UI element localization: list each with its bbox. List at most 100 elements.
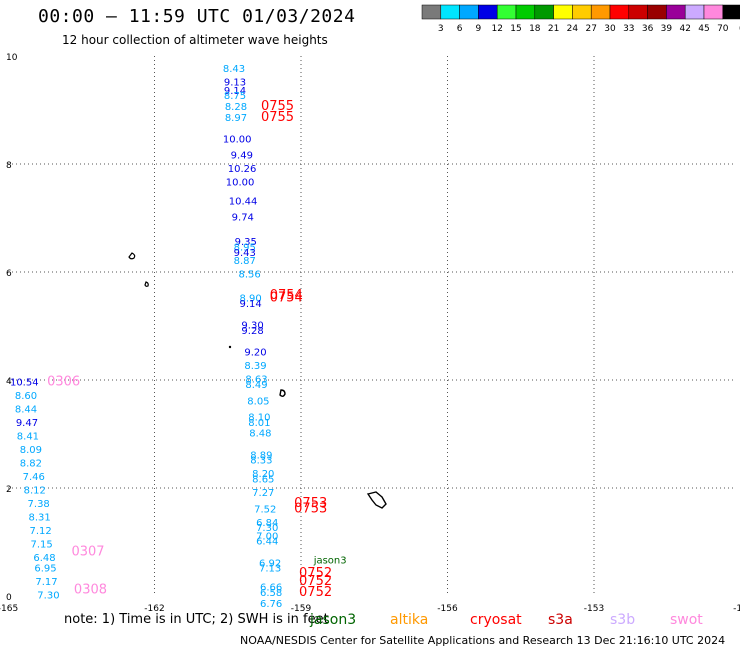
wave-height-label: 8.89: [250, 450, 272, 461]
wave-height-label: 8.09: [20, 445, 42, 456]
wave-height-label: 6.48: [33, 553, 55, 564]
colorbar-label: 30: [604, 24, 616, 34]
wave-height-label: 6.76: [260, 599, 282, 610]
wave-height-label: 9.74: [232, 213, 254, 224]
x-tick-label: -159: [291, 604, 312, 614]
chart-title: 00:00 – 11:59 UTC 01/03/2024: [38, 6, 356, 27]
colorbar-swatch: [496, 4, 517, 20]
wave-height-label: 7.52: [254, 504, 276, 515]
colorbar-swatch: [647, 4, 667, 20]
wave-height-label: 8.49: [245, 380, 267, 391]
wave-height-label: 9.49: [231, 151, 253, 162]
colorbar-swatch: [459, 4, 479, 20]
colorbar-label: 6: [457, 24, 463, 34]
wave-height-label: 8.33: [250, 456, 272, 467]
colorbar-label: 70: [717, 24, 729, 34]
wave-height-label: 8.90: [239, 294, 261, 305]
y-tick-label: 8: [6, 161, 12, 171]
island-outlines: [128, 252, 387, 509]
wave-height-label: 8.43: [223, 64, 245, 75]
wave-height-label: 9.30: [241, 321, 263, 332]
chart-subtitle: 12 hour collection of altimeter wave hei…: [62, 33, 328, 47]
wave-height-label: 7.13: [259, 564, 281, 575]
colorbar-label: 27: [585, 24, 596, 34]
wave-height-label: 8.95: [234, 242, 256, 253]
wave-height-label: 7.15: [30, 539, 52, 550]
wave-height-label: 8.10: [248, 413, 270, 424]
satellite-legend-item: jason3: [310, 612, 357, 628]
colorbar-label: 15: [510, 24, 521, 34]
wave-height-label: 7.00: [256, 531, 278, 542]
pass-time-label: 0755: [261, 110, 294, 125]
colorbar-swatch: [534, 4, 554, 20]
colorbar-label: 3: [438, 24, 444, 34]
y-tick-label: 6: [6, 269, 12, 279]
colorbar-label: 42: [679, 24, 690, 34]
x-tick-label: -153: [584, 604, 604, 614]
colorbar-swatch: [553, 4, 573, 20]
wave-height-label: 10.26: [228, 164, 257, 175]
wave-height-label: 8.41: [17, 431, 39, 442]
colorbar-swatch: [515, 4, 536, 20]
x-tick-label: -165: [0, 604, 18, 614]
wave-height-label: 8.75: [224, 91, 246, 102]
wave-height-label: 8.31: [29, 512, 51, 523]
wave-height-label: 7.12: [29, 526, 51, 537]
colorbar-swatch: [666, 4, 686, 20]
island-outline: [366, 491, 387, 509]
wave-height-label: 7.46: [23, 472, 45, 483]
satellite-legend-item: altika: [390, 612, 429, 628]
colorbar-label: 39: [661, 24, 673, 34]
wave-height-label: 6.92: [259, 558, 281, 569]
pass-time-label: 0753: [294, 501, 327, 516]
wave-height-label: 8.39: [244, 361, 266, 372]
wave-height-label: 8.97: [225, 113, 247, 124]
wave-height-label: 8.65: [252, 475, 274, 486]
wave-height-label: 10.00: [223, 134, 252, 145]
wave-height-label: 8.44: [15, 404, 37, 415]
colorbar-label: 24: [567, 24, 579, 34]
y-tick-label: 0: [6, 593, 12, 603]
x-tick-label: -162: [144, 604, 164, 614]
colorbar-label: 21: [548, 24, 559, 34]
chart-axes: -165 -162 -159 -156 -153 -15 0 2 4 6 8 10: [0, 53, 740, 614]
wave-height-label: 7.27: [252, 488, 274, 499]
satellite-legend-item: s3a: [548, 612, 573, 628]
wave-height-label: 10.54: [10, 377, 39, 388]
wave-height-label: 7.17: [35, 577, 57, 588]
pass-time-label: 0308: [74, 582, 107, 597]
wave-height-label: 9.43: [234, 248, 256, 259]
colorbar-label: 45: [698, 24, 709, 34]
wave-height-label: 9.35: [235, 237, 257, 248]
y-tick-label: 2: [6, 485, 12, 495]
wave-height-label: 8.82: [20, 458, 42, 469]
wave-height-label: 8.87: [234, 256, 256, 267]
wave-height-label: 10.44: [229, 197, 258, 208]
colorbar-unit: (ft): [739, 24, 740, 34]
wave-height-label: 8.20: [252, 469, 274, 480]
wave-height-label: 8.56: [238, 269, 260, 280]
pass-time-label: 0754: [270, 288, 303, 303]
wave-height-label: 9.14: [224, 86, 246, 97]
wave-height-label: 6.95: [34, 564, 56, 575]
colorbar-label: 36: [642, 24, 654, 34]
wave-height-label: 8.05: [247, 396, 269, 407]
pass-time-label: 0752: [299, 585, 332, 600]
pass-time-label: 0306: [47, 374, 80, 389]
chart-marks: jason30755075507540754075307530752075207…: [10, 64, 347, 610]
satellite-legend-item: s3b: [610, 612, 636, 628]
island-outline: [128, 252, 136, 260]
satellite-legend-item: swot: [670, 612, 703, 628]
pass-time-label: 0753: [294, 496, 327, 511]
note-text: note: 1) Time is in UTC; 2) SWH is in fe…: [64, 612, 329, 627]
colorbar-swatch: [590, 4, 611, 20]
colorbar-swatch: [572, 4, 592, 20]
y-tick-label: 4: [6, 377, 12, 387]
wave-height-label: 6.44: [256, 537, 278, 548]
wave-height-label: 9.14: [239, 299, 261, 310]
colorbar-label: 9: [476, 24, 482, 34]
y-tick-label: 10: [6, 53, 18, 63]
satellite-label: jason3: [313, 556, 347, 567]
wave-height-label: 10.00: [226, 178, 255, 189]
